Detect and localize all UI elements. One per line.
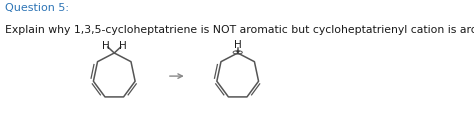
Text: H: H xyxy=(118,41,127,51)
Text: H: H xyxy=(234,40,242,50)
Text: H: H xyxy=(102,41,110,51)
Text: +: + xyxy=(235,49,241,55)
Text: Question 5:: Question 5: xyxy=(5,3,69,13)
Text: Explain why 1,3,5-cycloheptatriene is NOT aromatic but cycloheptatrienyl cation : Explain why 1,3,5-cycloheptatriene is NO… xyxy=(5,25,474,35)
